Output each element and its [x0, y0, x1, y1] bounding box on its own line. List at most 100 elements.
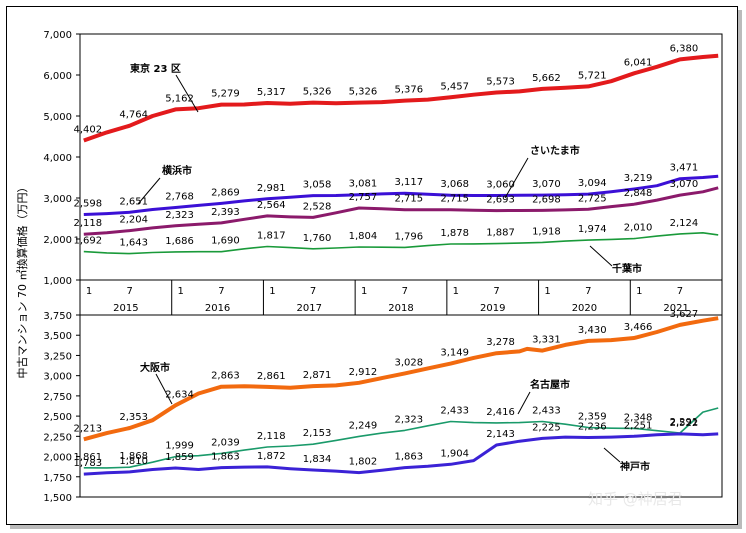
series-leader-line [504, 157, 529, 199]
data-label: 2,715 [395, 194, 424, 205]
data-label: 3,278 [486, 337, 515, 348]
data-label: 2,348 [624, 412, 653, 423]
data-label: 1,999 [165, 441, 194, 452]
x-month-label: 7 [677, 286, 683, 297]
bottom-chart: 3,750 3,500 3,250 3,000 2,750 2,500 2,250 2,000… [43, 309, 723, 504]
x-month-label: 7 [310, 286, 316, 297]
data-label: 1,783 [74, 458, 103, 469]
data-label: 2,863 [211, 371, 240, 382]
data-label: 2,598 [74, 198, 103, 209]
data-label: 5,376 [395, 85, 424, 96]
data-label: 2,861 [257, 371, 286, 382]
series-line [83, 174, 719, 216]
data-label: 5,721 [578, 70, 607, 81]
data-label: 5,326 [303, 87, 332, 98]
data-label: 1,804 [349, 231, 378, 242]
y-tick-label: 3,000 [43, 372, 72, 383]
data-label: 3,068 [440, 179, 469, 190]
data-label: 3,466 [624, 322, 653, 333]
x-year-label: 2019 [480, 303, 505, 314]
series-line [83, 407, 719, 469]
series-name-label: 神戸市 [620, 460, 650, 473]
x-month-label: 1 [269, 286, 275, 297]
data-label: 2,981 [257, 183, 286, 194]
data-label: 5,457 [440, 81, 469, 92]
data-label: 2,039 [211, 437, 240, 448]
x-month-label: 7 [402, 286, 408, 297]
x-month-label: 1 [361, 286, 367, 297]
series-leader-line [155, 373, 173, 405]
data-label: 2,433 [532, 406, 561, 417]
x-month-label: 1 [178, 286, 184, 297]
data-label: 1,861 [74, 452, 103, 463]
x-month-label: 1 [86, 286, 92, 297]
y-tick-label: 2,000 [43, 453, 72, 464]
data-label: 3,117 [395, 177, 424, 188]
series-name-label: 千葉市 [612, 262, 642, 275]
x-month-label: 7 [585, 286, 591, 297]
top-chart: 7,000 6,000 5,000 4,000 3,000 2,000 1,000 4,402… [43, 30, 723, 287]
data-label: 3,430 [578, 325, 607, 336]
data-label: 1,859 [165, 452, 194, 463]
data-label: 1,863 [211, 452, 240, 463]
data-label: 1,868 [119, 451, 148, 462]
data-label: 2,757 [349, 192, 378, 203]
data-label: 4,402 [74, 125, 103, 136]
data-label: 2,249 [349, 420, 378, 431]
data-label: 2,871 [303, 370, 332, 381]
data-label: 2,848 [624, 188, 653, 199]
data-label: 2,204 [119, 215, 148, 226]
data-label: 5,662 [532, 73, 561, 84]
data-label: 2,153 [303, 428, 332, 439]
series-name-label: 東京 23 区 [130, 62, 181, 75]
series-line [83, 186, 719, 236]
data-label: 1,760 [303, 233, 332, 244]
series-line [83, 232, 719, 255]
data-label: 5,573 [486, 77, 515, 88]
data-label: 2,124 [670, 218, 699, 229]
series-name-label: 大阪市 [140, 361, 170, 374]
data-label: 3,070 [532, 179, 561, 190]
y-tick-label: 7,000 [43, 30, 72, 41]
data-label: 1,918 [532, 226, 561, 237]
y-tick-label: 3,000 [43, 194, 72, 205]
data-label: 2,353 [119, 412, 148, 423]
plot-area-border [79, 314, 723, 498]
series-leader-line [603, 447, 621, 463]
data-label: 3,627 [670, 309, 699, 320]
series-name-label: さいたま市 [530, 144, 580, 157]
data-label: 3,081 [349, 179, 378, 190]
data-label: 1,810 [119, 456, 148, 467]
y-tick-label: 3,750 [43, 311, 72, 322]
data-label: 2,010 [624, 223, 653, 234]
series-leader-line [175, 74, 199, 113]
data-label: 2,359 [578, 412, 607, 423]
data-label: 2,869 [211, 187, 240, 198]
x-month-label: 1 [544, 286, 550, 297]
data-label: 3,149 [440, 348, 469, 359]
watermark: 知乎 @神居君 [588, 490, 683, 508]
y-tick-label: 4,000 [43, 153, 72, 164]
data-label: 1,796 [395, 231, 424, 242]
y-tick-label: 2,000 [43, 235, 72, 246]
data-label: 1,872 [257, 451, 286, 462]
x-year-label: 2015 [113, 303, 138, 314]
x-year-label: 2016 [205, 303, 230, 314]
series-name-label: 横浜市 [162, 164, 192, 177]
x-month-label: 7 [218, 286, 224, 297]
y-tick-label: 2,500 [43, 412, 72, 423]
series-name-label: 名古屋市 [530, 378, 570, 391]
data-label: 2,236 [578, 421, 607, 432]
data-label: 2,698 [532, 194, 561, 205]
y-tick-label: 2,750 [43, 392, 72, 403]
data-label: 2,225 [532, 422, 561, 433]
x-year-label: 2020 [572, 303, 597, 314]
data-label: 2,143 [486, 429, 515, 440]
x-month-label: 1 [636, 286, 642, 297]
data-label: 2,433 [440, 406, 469, 417]
data-label: 5,162 [165, 93, 194, 104]
x-year-label: 2021 [663, 303, 688, 314]
data-label: 2,725 [578, 193, 607, 204]
data-label: 1,834 [303, 454, 332, 465]
